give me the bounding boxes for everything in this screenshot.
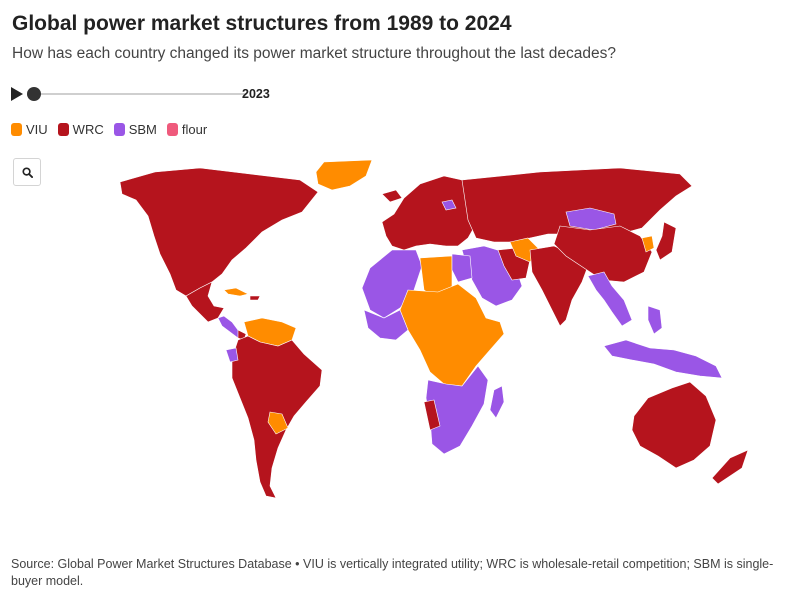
legend-item-viu[interactable]: VIU [11, 122, 48, 137]
legend-item-wrc[interactable]: WRC [57, 122, 104, 137]
legend-label-flour: flour [181, 122, 208, 137]
legend-label-wrc: WRC [72, 122, 104, 137]
legend-label-sbm: SBM [128, 122, 157, 137]
timeline-slider[interactable]: 2023 [10, 84, 300, 104]
region-namibia[interactable] [423, 399, 441, 431]
map-search-button[interactable] [13, 158, 41, 186]
chart-source-note: Source: Global Power Market Structures D… [11, 557, 774, 588]
world-map [119, 159, 749, 499]
timeline-track[interactable] [34, 93, 246, 95]
region-west-africa[interactable] [363, 309, 409, 341]
region-mongolia[interactable] [565, 207, 617, 231]
region-greenland[interactable] [315, 159, 373, 191]
region-hispaniola[interactable] [249, 295, 261, 301]
chart-title: Global power market structures from 1989… [12, 12, 512, 35]
region-cuba[interactable] [223, 287, 249, 297]
search-icon [21, 166, 33, 178]
region-egypt[interactable] [451, 253, 473, 283]
region-central-africa[interactable] [399, 283, 505, 387]
region-ecuador[interactable] [225, 347, 239, 363]
region-iceland[interactable] [381, 189, 403, 203]
chart-subtitle: How has each country changed its power m… [12, 45, 616, 62]
region-new-zealand[interactable] [711, 449, 749, 485]
region-southeast-asia[interactable] [587, 271, 633, 327]
legend-item-flour[interactable]: flour [166, 122, 208, 137]
region-north-korea[interactable] [641, 235, 655, 253]
legend-swatch-wrc [57, 123, 69, 136]
region-madagascar[interactable] [489, 385, 505, 419]
region-japan[interactable] [655, 221, 677, 261]
region-philippines[interactable] [647, 305, 663, 335]
region-mexico[interactable] [185, 281, 225, 323]
region-belarus[interactable] [441, 199, 457, 211]
legend-item-sbm[interactable]: SBM [113, 122, 157, 137]
play-icon[interactable] [10, 87, 24, 101]
region-europe[interactable] [381, 175, 477, 251]
timeline-year: 2023 [242, 87, 270, 101]
region-paraguay[interactable] [267, 411, 289, 435]
timeline-handle[interactable] [27, 87, 41, 101]
legend-swatch-viu [11, 123, 22, 136]
region-indonesia[interactable] [603, 339, 723, 379]
legend-swatch-flour [166, 123, 178, 136]
legend-swatch-sbm [113, 123, 125, 136]
region-north-america[interactable] [119, 167, 319, 297]
legend: VIU WRC SBM flour [11, 122, 207, 137]
region-china[interactable] [553, 225, 653, 283]
region-australia[interactable] [631, 381, 717, 469]
legend-label-viu: VIU [26, 122, 48, 137]
